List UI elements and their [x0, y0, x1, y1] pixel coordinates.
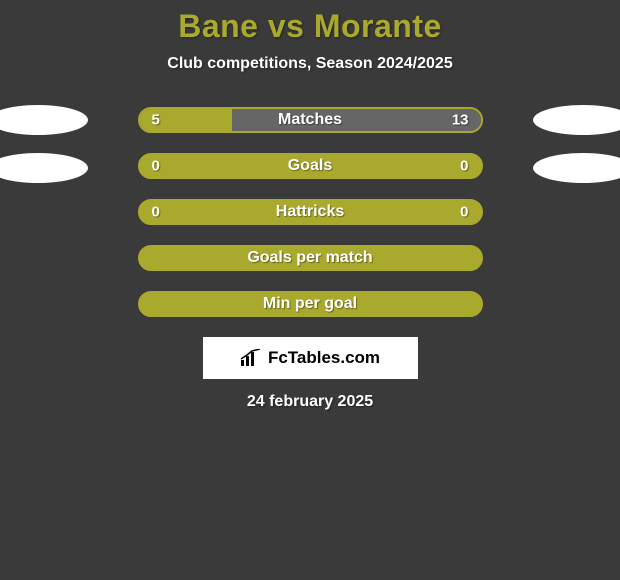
player-avatar-left	[0, 105, 88, 135]
stat-row: 0 0 Hattricks	[0, 199, 620, 225]
stat-value-right: 13	[452, 112, 469, 129]
stat-value-left: 0	[152, 204, 160, 221]
player-avatar-right	[533, 105, 620, 135]
stat-label: Goals	[288, 157, 332, 175]
right-side	[513, 105, 620, 135]
stat-label: Matches	[278, 111, 342, 129]
stat-bar: 0 0 Hattricks	[138, 199, 483, 225]
date-label: 24 february 2025	[0, 393, 620, 411]
stat-value-left: 5	[152, 112, 160, 129]
stat-label: Min per goal	[263, 295, 357, 313]
source-logo: FcTables.com	[203, 337, 418, 379]
stat-row: Goals per match	[0, 245, 620, 271]
stat-row: Min per goal	[0, 291, 620, 317]
left-side	[0, 149, 108, 183]
stat-bar: 5 13 Matches	[138, 107, 483, 133]
stat-row: 0 0 Goals	[0, 153, 620, 179]
bar-fill-right	[232, 109, 481, 131]
stat-label: Hattricks	[276, 203, 344, 221]
stats-area: 5 13 Matches 0 0 Goals 0 0 Hattricks Goals per ma…	[0, 107, 620, 317]
subtitle: Club competitions, Season 2024/2025	[0, 55, 620, 73]
player-avatar-left	[0, 153, 88, 183]
chart-icon	[240, 349, 262, 367]
stat-bar: Goals per match	[138, 245, 483, 271]
stat-value-right: 0	[460, 158, 468, 175]
player-avatar-right	[533, 153, 620, 183]
comparison-card: Bane vs Morante Club competitions, Seaso…	[0, 0, 620, 411]
left-side	[0, 105, 108, 135]
stat-label: Goals per match	[247, 249, 372, 267]
logo-text: FcTables.com	[268, 348, 380, 368]
stat-value-left: 0	[152, 158, 160, 175]
stat-row: 5 13 Matches	[0, 107, 620, 133]
right-side	[513, 149, 620, 183]
stat-value-right: 0	[460, 204, 468, 221]
stat-bar: 0 0 Goals	[138, 153, 483, 179]
stat-bar: Min per goal	[138, 291, 483, 317]
page-title: Bane vs Morante	[0, 8, 620, 45]
